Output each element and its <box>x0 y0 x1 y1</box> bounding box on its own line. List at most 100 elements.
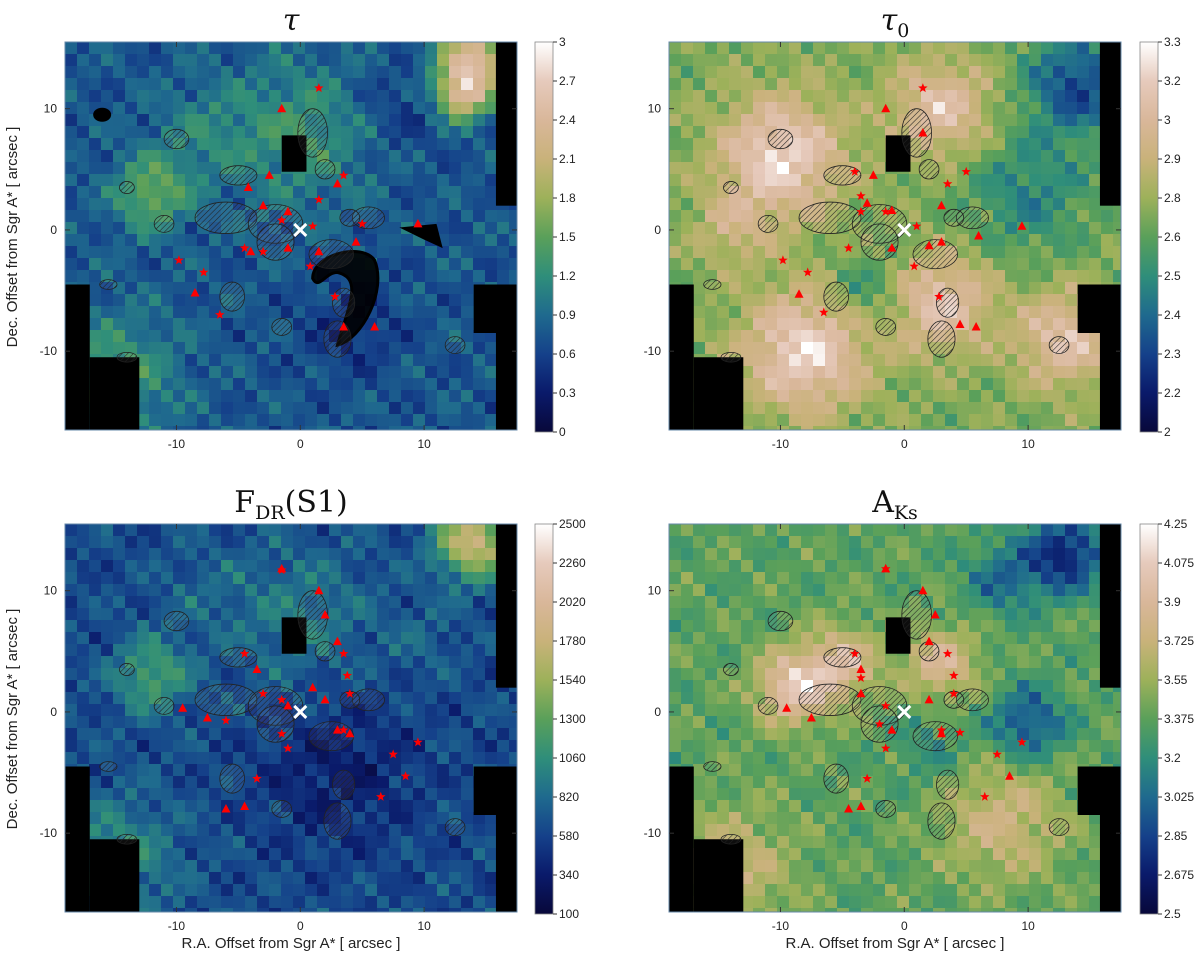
colorbar-tick-label: 0 <box>559 425 566 439</box>
mask-region <box>90 839 140 912</box>
hatched-region <box>758 697 778 714</box>
hatched-region <box>119 663 134 675</box>
colorbar-tick-label: 3.025 <box>1164 790 1194 804</box>
mask-region <box>65 767 90 913</box>
mask-region <box>669 767 694 913</box>
hatched-region <box>799 684 861 716</box>
hatched-region <box>1049 337 1069 354</box>
colorbar-tick-label: 3.2 <box>1164 74 1181 88</box>
hatched-region <box>154 697 174 714</box>
colorbar-tau0: 3.33.232.92.82.62.52.42.32.22 <box>1140 35 1181 439</box>
colorbar-tick-label: 2.4 <box>1164 308 1181 322</box>
hatched-region <box>257 706 294 742</box>
y-tick-label: 10 <box>44 102 58 116</box>
colorbar-tick-label: 2.2 <box>1164 386 1181 400</box>
hatched-region <box>220 764 245 793</box>
x-tick-label: 0 <box>297 919 304 933</box>
colorbar-tick-label: 2 <box>1164 425 1171 439</box>
y-tick-label: 0 <box>50 223 57 237</box>
y-tick-label: 0 <box>654 705 661 719</box>
x-tick-label: 0 <box>297 437 304 451</box>
hatched-region <box>768 611 793 630</box>
panel-title: τ <box>283 3 300 38</box>
hatched-region <box>824 282 849 311</box>
colorbar-tick-label: 1540 <box>559 673 586 687</box>
hatched-region <box>913 722 958 751</box>
hatched-region <box>936 770 958 799</box>
y-tick-label: 0 <box>654 223 661 237</box>
mask-region <box>496 42 517 127</box>
hatched-region <box>928 803 955 839</box>
colorbar-aks: 4.254.0753.93.7253.553.3753.23.0252.852.… <box>1140 517 1194 921</box>
hatched-region <box>445 819 465 836</box>
hatched-region <box>758 215 778 232</box>
y-tick-label: 10 <box>648 584 662 598</box>
colorbar-tick-label: 2.5 <box>1164 269 1181 283</box>
y-tick-label: 10 <box>44 584 58 598</box>
x-tick-label: 10 <box>1021 437 1035 451</box>
hatched-region <box>445 337 465 354</box>
hatched-region <box>876 800 896 817</box>
hatched-region <box>1049 819 1069 836</box>
colorbar-tick-label: 0.9 <box>559 308 576 322</box>
colorbar-tick-label: 100 <box>559 907 579 921</box>
panel-title: τ0 <box>881 3 910 42</box>
hatched-region <box>723 181 738 193</box>
hatched-region <box>861 224 898 260</box>
hatched-region <box>928 321 955 357</box>
x-tick-label: 10 <box>417 919 431 933</box>
hatched-region <box>768 129 793 148</box>
colorbar-tick-label: 3 <box>559 35 566 49</box>
x-axis-label: R.A. Offset from Sgr A* [ arcsec ] <box>786 935 1005 952</box>
colorbar-tick-label: 2.8 <box>1164 191 1181 205</box>
hatched-region <box>799 202 861 234</box>
hatched-region <box>723 663 738 675</box>
hatched-region <box>119 181 134 193</box>
hatched-region <box>220 648 257 667</box>
hatched-region <box>704 280 721 290</box>
colorbar-tick-label: 3.55 <box>1164 673 1188 687</box>
hatched-region <box>195 202 257 234</box>
x-tick-label: -10 <box>168 919 186 933</box>
hatched-region <box>332 288 354 317</box>
hatched-region <box>117 834 137 844</box>
y-tick-label: 10 <box>648 102 662 116</box>
y-tick-label: -10 <box>644 826 662 840</box>
hatched-region <box>704 762 721 772</box>
hatched-region <box>257 224 294 260</box>
colorbar-tick-label: 340 <box>559 868 579 882</box>
colorbar-tick-label: 1.8 <box>559 191 576 205</box>
hatched-region <box>298 109 328 158</box>
x-tick-label: 10 <box>1021 919 1035 933</box>
hatched-region <box>324 321 351 357</box>
colorbar-tick-label: 580 <box>559 829 579 843</box>
colorbar-tick-label: 2.675 <box>1164 868 1194 882</box>
x-tick-label: -10 <box>168 437 186 451</box>
colorbar-tick-label: 3.725 <box>1164 634 1194 648</box>
mask-region <box>669 285 694 431</box>
mask-region <box>496 524 517 609</box>
colorbar-tick-label: 1.2 <box>559 269 576 283</box>
y-axis-label: Dec. Offset from Sgr A* [ arcsec ] <box>4 127 21 348</box>
mask-region <box>90 357 140 430</box>
colorbar-tick-label: 2020 <box>559 595 586 609</box>
mask-region <box>496 803 517 912</box>
hatched-region <box>315 160 335 179</box>
colorbar-tick-label: 3.375 <box>1164 712 1194 726</box>
panel-title: AKs <box>871 485 918 524</box>
y-tick-label: -10 <box>40 826 58 840</box>
mask-region <box>1100 42 1121 127</box>
hatched-region <box>315 642 335 661</box>
x-tick-label: -10 <box>772 919 790 933</box>
colorbar-tick-label: 3.9 <box>1164 595 1181 609</box>
hatched-region <box>164 129 189 148</box>
mask-region <box>694 839 744 912</box>
hatched-region <box>824 764 849 793</box>
x-axis-label: R.A. Offset from Sgr A* [ arcsec ] <box>182 935 401 952</box>
hatched-region <box>919 160 939 179</box>
